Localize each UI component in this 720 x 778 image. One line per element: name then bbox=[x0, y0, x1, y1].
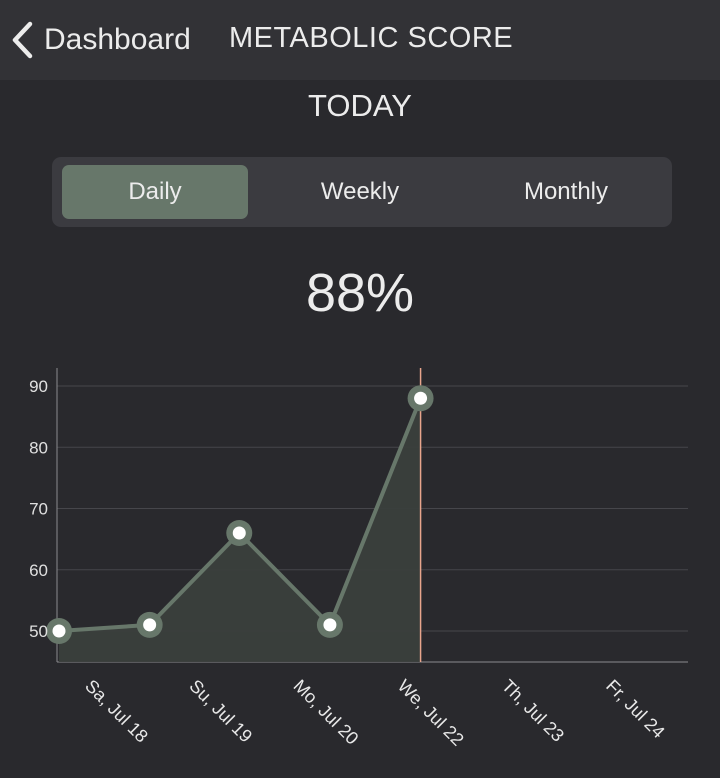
segment-monthly[interactable]: Monthly bbox=[523, 178, 609, 205]
chart-area bbox=[59, 398, 421, 662]
y-tick-label: 90 bbox=[29, 377, 48, 396]
x-tick-label: Th, Jul 23 bbox=[498, 676, 568, 746]
segment-weekly[interactable]: Weekly bbox=[320, 178, 400, 205]
x-tick-label: Su, Jul 19 bbox=[185, 676, 256, 747]
back-label: Dashboard bbox=[44, 23, 191, 56]
navigation-bar: Dashboard METABOLIC SCORE bbox=[0, 0, 720, 80]
period-title: TODAY bbox=[308, 88, 412, 123]
series-area bbox=[59, 398, 421, 662]
data-point bbox=[226, 520, 253, 546]
score-value: 88% bbox=[305, 263, 415, 323]
x-tick-label: Mo, Jul 20 bbox=[290, 676, 363, 749]
data-point bbox=[136, 611, 163, 638]
score-chart: 50 60 70 80 90 Sa, Jul 18 Su, Jul 19 Mo, Jul 20… bbox=[29, 368, 688, 750]
x-tick-label: We, Jul 22 bbox=[394, 676, 468, 750]
page-title: METABOLIC SCORE bbox=[229, 22, 514, 54]
y-tick-label: 70 bbox=[29, 500, 48, 519]
chevron-left-icon bbox=[10, 20, 34, 60]
back-button[interactable]: Dashboard bbox=[10, 16, 191, 64]
segment-daily[interactable]: Daily bbox=[62, 165, 248, 219]
y-tick-label: 50 bbox=[29, 622, 48, 641]
y-tick-label: 80 bbox=[29, 438, 48, 457]
period-segmented-control: Daily Weekly Monthly bbox=[52, 157, 672, 227]
data-point bbox=[46, 618, 72, 644]
data-point bbox=[407, 385, 434, 412]
chart-labels: 50 60 70 80 90 Sa, Jul 18 Su, Jul 19 Mo, Jul 20… bbox=[29, 377, 669, 750]
chart-series bbox=[46, 385, 434, 644]
data-point bbox=[316, 611, 343, 638]
y-tick-label: 60 bbox=[29, 561, 48, 580]
x-tick-label: Sa, Jul 18 bbox=[81, 676, 152, 747]
x-tick-label: Fr, Jul 24 bbox=[602, 676, 668, 742]
chart-grid bbox=[57, 385, 688, 632]
